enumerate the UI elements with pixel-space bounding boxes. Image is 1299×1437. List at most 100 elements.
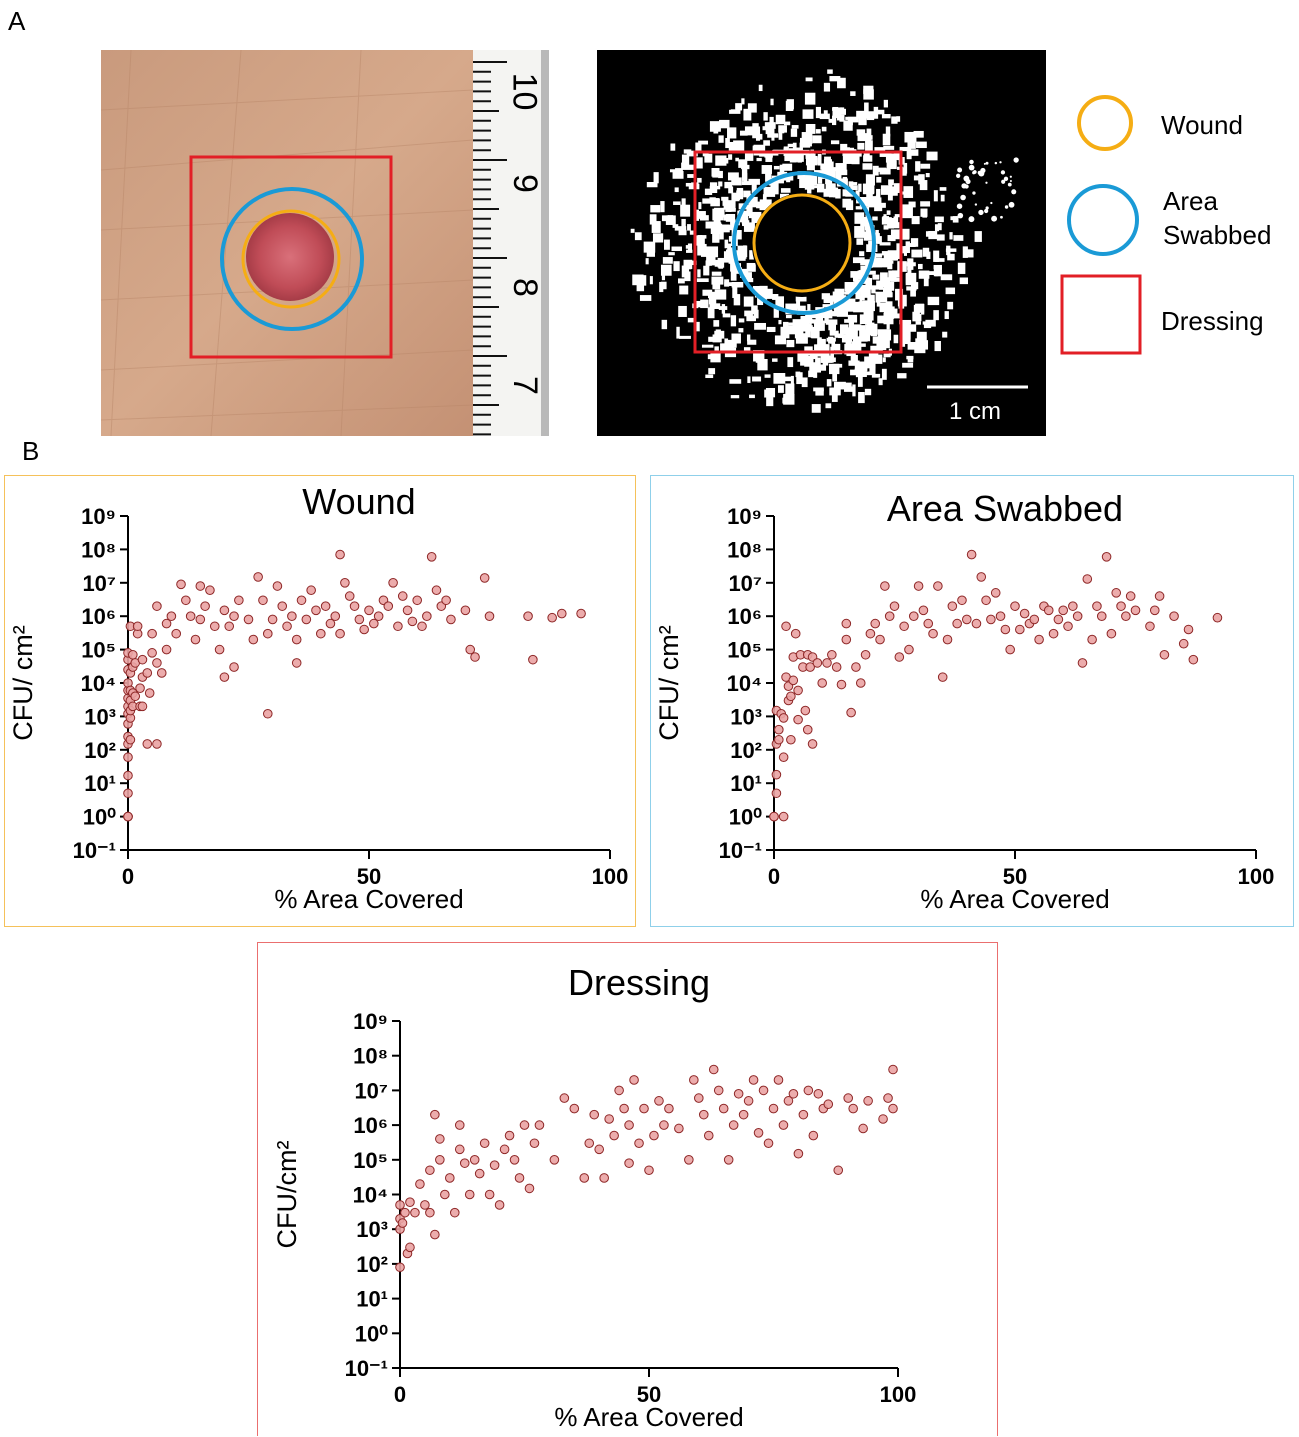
data-point xyxy=(802,724,813,735)
data-point xyxy=(942,634,953,645)
data-point xyxy=(415,1179,425,1189)
data-point xyxy=(393,621,403,632)
data-point xyxy=(733,1088,744,1099)
data-point xyxy=(878,1114,888,1124)
data-point xyxy=(559,1093,570,1103)
data-point xyxy=(330,611,341,621)
data-point xyxy=(790,628,801,639)
data-point xyxy=(990,588,1001,598)
data-point xyxy=(1063,621,1073,632)
data-point xyxy=(528,654,538,665)
data-point xyxy=(152,658,162,668)
data-point xyxy=(402,605,413,616)
data-point xyxy=(316,628,326,639)
data-point xyxy=(325,618,336,629)
data-point xyxy=(1053,614,1064,625)
data-point xyxy=(1058,605,1069,616)
data-point xyxy=(971,618,982,629)
y-tick-label: 10⁷ xyxy=(354,1078,388,1103)
data-point xyxy=(576,608,586,619)
data-point xyxy=(976,572,987,582)
data-point xyxy=(549,1155,560,1165)
y-tick-label: 10⁵ xyxy=(727,638,762,663)
y-tick-label: 10² xyxy=(730,738,762,763)
data-point xyxy=(848,1103,858,1114)
data-point xyxy=(674,1123,684,1134)
data-point xyxy=(364,605,374,616)
data-point xyxy=(1212,612,1223,623)
data-point xyxy=(694,1093,704,1103)
y-tick-label: 10⁻¹ xyxy=(719,838,762,863)
ruler-label-7: 7 xyxy=(505,376,544,395)
x-tick-label: 0 xyxy=(122,864,134,889)
data-point xyxy=(773,1075,784,1085)
chart-title: Wound xyxy=(302,481,415,522)
data-point xyxy=(1005,644,1015,655)
data-point xyxy=(479,573,490,583)
y-axis-label: CFU/cm² xyxy=(272,1141,302,1249)
data-point xyxy=(464,1189,475,1200)
data-point xyxy=(817,678,827,688)
data-point xyxy=(624,1120,634,1130)
data-point xyxy=(894,652,905,662)
data-point xyxy=(340,578,350,588)
data-point xyxy=(152,601,162,611)
data-point xyxy=(156,668,167,678)
y-tick-label: 10⁶ xyxy=(81,604,116,629)
data-point xyxy=(335,549,345,560)
data-point xyxy=(287,611,297,621)
data-point xyxy=(748,1075,759,1085)
x-tick-label: 100 xyxy=(1238,864,1275,889)
data-point xyxy=(195,581,206,591)
y-tick-label: 10⁹ xyxy=(353,1009,388,1034)
ruler-label-10: 10 xyxy=(505,72,544,111)
data-point xyxy=(793,714,803,725)
data-point xyxy=(1015,624,1025,635)
data-point xyxy=(509,1155,520,1165)
data-point xyxy=(703,1130,714,1141)
data-point xyxy=(128,649,138,660)
data-point xyxy=(405,1242,415,1253)
data-point xyxy=(137,701,148,712)
data-point xyxy=(846,707,856,718)
y-tick-label: 10⁵ xyxy=(81,638,116,663)
x-tick-label: 50 xyxy=(357,864,381,889)
data-point xyxy=(311,605,321,616)
data-point xyxy=(494,1200,505,1210)
data-point xyxy=(514,1173,525,1183)
data-point xyxy=(654,1096,664,1106)
data-point xyxy=(786,691,796,702)
data-point xyxy=(397,591,408,601)
x-axis-label: % Area Covered xyxy=(920,884,1109,914)
data-point xyxy=(569,1103,580,1114)
x-tick-label: 0 xyxy=(394,1382,406,1407)
data-point xyxy=(144,688,155,698)
data-point xyxy=(884,611,895,621)
y-tick-label: 10² xyxy=(356,1252,388,1277)
data-point xyxy=(966,549,977,560)
data-point xyxy=(947,601,958,611)
data-point xyxy=(195,614,206,625)
data-point xyxy=(812,658,823,668)
data-point xyxy=(763,1138,774,1149)
data-point xyxy=(441,595,451,606)
data-point xyxy=(1130,605,1141,616)
data-point xyxy=(267,614,278,625)
data-point xyxy=(1183,624,1194,635)
data-point xyxy=(234,595,244,606)
data-point xyxy=(152,739,162,749)
data-point xyxy=(778,811,789,822)
data-point xyxy=(629,1075,639,1085)
data-point xyxy=(771,788,782,799)
data-point xyxy=(430,1109,440,1120)
data-point xyxy=(860,649,871,660)
data-point xyxy=(800,705,811,716)
data-point xyxy=(262,708,273,719)
data-point xyxy=(1010,601,1020,611)
overlay-legend: Wound Area Swabbed Dressing xyxy=(1055,90,1295,370)
data-point xyxy=(981,595,991,606)
y-tick-label: 10² xyxy=(84,738,116,763)
data-point xyxy=(1068,601,1078,611)
data-point xyxy=(272,581,283,591)
data-point xyxy=(937,672,948,682)
